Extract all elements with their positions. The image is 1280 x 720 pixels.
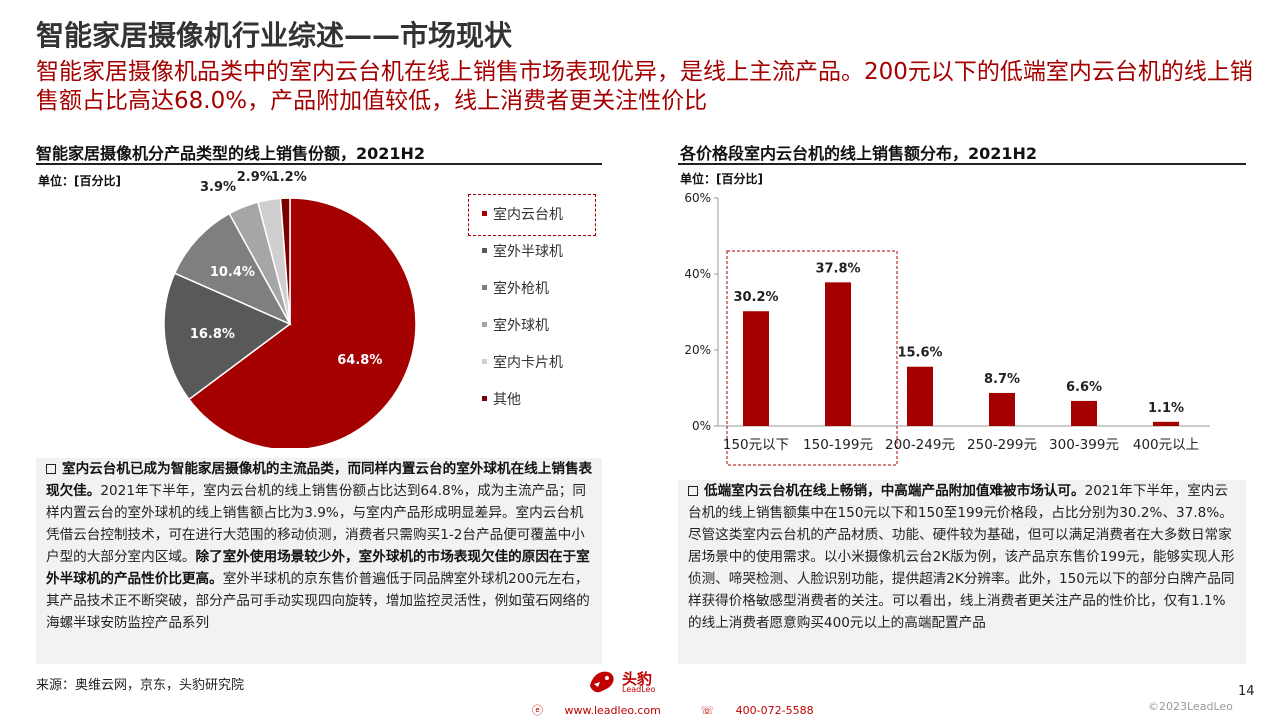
source-note: 来源：奥维云网，京东，头豹研究院	[36, 678, 245, 693]
highlight-box	[726, 250, 898, 466]
pie-data-label: 64.8%	[337, 353, 382, 368]
x-tick-label: 250-299元	[967, 437, 1037, 453]
right-chart-rule	[678, 163, 1246, 165]
web-icon: ⓔ	[532, 704, 543, 717]
left-text-box: 室内云台机已成为智能家居摄像机的主流品类，而同样内置云台的室外球机在线上销售表现…	[36, 458, 602, 664]
left-chart-unit: 单位：[百分比]	[38, 174, 121, 188]
pie-data-label: 16.8%	[190, 327, 235, 342]
x-tick-label: 150-199元	[803, 437, 873, 453]
legend-item: 室外球机	[482, 315, 549, 335]
legend-highlight-box	[468, 194, 596, 236]
legend-item: 其他	[482, 389, 521, 409]
pie-slice	[279, 197, 291, 325]
copyright: ©2023LeadLeo	[1148, 700, 1233, 713]
legend-swatch	[482, 247, 487, 253]
legend-label: 室内云台机	[493, 207, 563, 223]
y-tick-label: 20%	[684, 343, 711, 357]
left-chart-title: 智能家居摄像机分产品类型的线上销售份额，2021H2	[36, 144, 426, 163]
legend-swatch	[482, 358, 487, 364]
right-text-bold-1: 低端室内云台机在线上畅销，中高端产品附加值难被市场认可。	[704, 483, 1085, 499]
bar	[989, 392, 1015, 426]
leopard-logo-icon	[590, 671, 614, 693]
legend-item: 室外枪机	[482, 278, 549, 298]
y-tick-label: 0%	[692, 419, 711, 433]
pie-data-label: 3.9%	[200, 180, 236, 195]
bar	[1071, 400, 1097, 426]
checkbox-bullet-icon	[46, 464, 56, 474]
x-tick-label: 150元以下	[723, 437, 789, 453]
bar	[743, 311, 769, 426]
bar	[825, 282, 851, 426]
bar	[907, 366, 933, 426]
legend-label: 其他	[493, 392, 521, 408]
right-chart-unit: 单位：[百分比]	[680, 172, 763, 186]
right-text-box: 低端室内云台机在线上畅销，中高端产品附加值难被市场认可。2021年下半年，室内云…	[678, 480, 1246, 664]
x-tick-label: 400元以上	[1133, 437, 1199, 453]
legend-label: 室内卡片机	[493, 355, 563, 371]
page-number: 14	[1238, 684, 1255, 699]
left-text-bold-1: 室内云台机已成为智能家居摄像机的主流品类，而同样内置云台的室外球机在线上销售表现…	[46, 461, 593, 499]
right-text-normal-1: 2021年下半年，室内云台机的线上销售额集中在150元以下和150至199元价格…	[688, 483, 1235, 631]
pie-data-label: 10.4%	[210, 265, 255, 280]
right-chart-title: 各价格段室内云台机的线上销售额分布，2021H2	[680, 144, 1038, 163]
pie-slice	[173, 212, 292, 326]
page-subtitle: 智能家居摄像机品类中的室内云台机在线上销售市场表现优异，是线上主流产品。200元…	[36, 59, 1253, 114]
pie-slice	[187, 197, 417, 448]
bar-data-label: 30.2%	[733, 290, 778, 305]
phone-number: 400-072-5588	[735, 704, 814, 717]
legend-swatch	[482, 321, 487, 327]
y-tick-label: 60%	[684, 191, 711, 205]
left-text-normal-1: 2021年下半年，室内云台机的线上销售份额占比达到64.8%，成为主流产品；同样…	[46, 483, 586, 565]
leadleo-logo: 头豹 LeadLeo	[588, 668, 655, 698]
bar-data-label: 6.6%	[1066, 380, 1102, 395]
website-link[interactable]: www.leadleo.com	[564, 704, 661, 717]
legend-item: 室外半球机	[482, 241, 563, 261]
logo-text: 头豹	[622, 670, 653, 688]
x-tick-label: 300-399元	[1049, 437, 1119, 453]
left-chart-rule	[36, 163, 602, 165]
legend-swatch	[482, 210, 487, 216]
logo-subtext: LeadLeo	[622, 685, 656, 694]
bar-data-label: 1.1%	[1148, 401, 1184, 416]
bar-data-label: 15.6%	[897, 346, 942, 361]
x-tick-label: 200-249元	[885, 437, 955, 453]
phone-icon: ☏	[700, 704, 715, 717]
y-tick-label: 40%	[684, 267, 711, 281]
footer-contact: ⓔ www.leadleo.com ☏ 400-072-5588	[532, 702, 850, 718]
legend-label: 室外枪机	[493, 281, 549, 297]
legend-label: 室外半球机	[493, 244, 563, 260]
bar-data-label: 37.8%	[815, 261, 860, 276]
pie-data-label: 1.2%	[271, 170, 307, 185]
pie-data-label: 2.9%	[237, 170, 273, 185]
page-title: 智能家居摄像机行业综述——市场现状	[36, 19, 513, 52]
legend-label: 室外球机	[493, 318, 549, 334]
bar	[1153, 421, 1179, 426]
left-text-normal-2: 室外半球机的京东售价普遍低于同品牌室外球机200元左右，其产品技术正不断突破，部…	[46, 571, 590, 631]
legend-item: 室内云台机	[482, 204, 563, 224]
checkbox-bullet-icon	[688, 486, 698, 496]
left-text-bold-2: 除了室外使用场景较少外，室外球机的市场表现欠佳的原因在于室外半球机的产品性价比更…	[46, 549, 590, 587]
bar-chart: 0% 20% 40% 60% 30.2% 150元以下 37.8% 150-199元 15.6%…	[684, 191, 1210, 466]
bar-data-label: 8.7%	[984, 372, 1020, 387]
legend-item: 室内卡片机	[482, 352, 563, 372]
legend-swatch	[482, 284, 487, 290]
pie-chart: 64.8% 16.8% 10.4% 3.9%2.9%1.2%	[163, 170, 417, 448]
legend-swatch	[482, 395, 487, 401]
pie-slice	[163, 272, 292, 401]
